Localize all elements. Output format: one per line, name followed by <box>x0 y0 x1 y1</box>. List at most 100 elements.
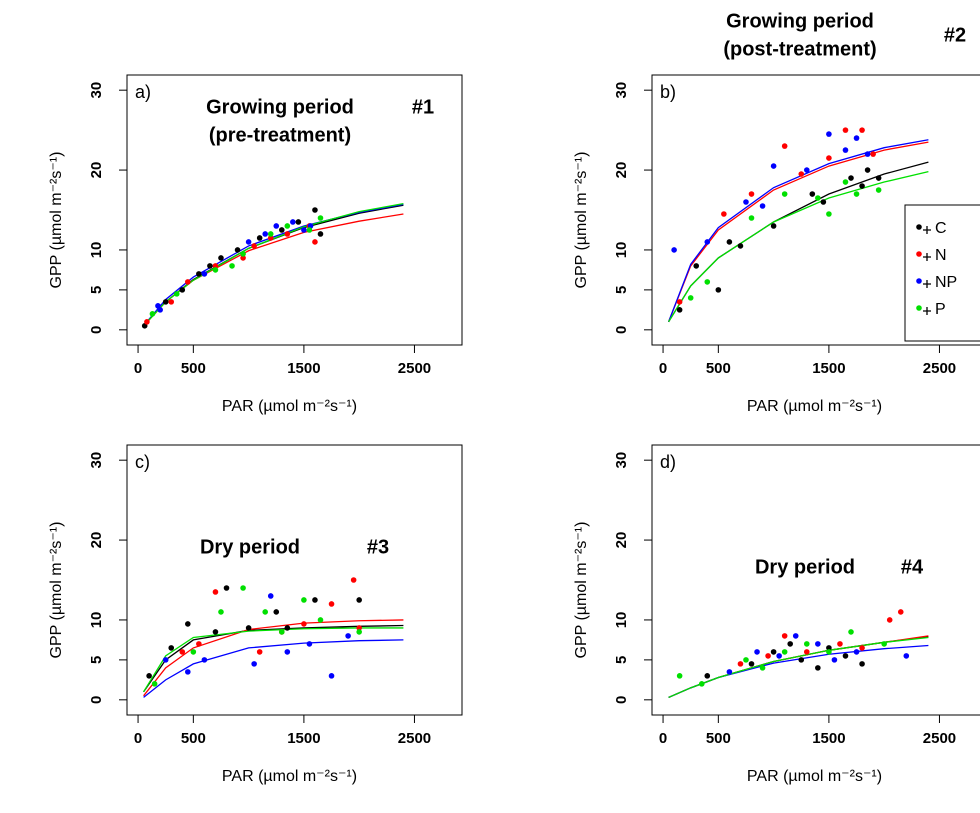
x-tick-label: 0 <box>659 730 667 747</box>
point <box>185 279 191 285</box>
x-tick-label: 500 <box>706 360 731 377</box>
x-tick-label: 0 <box>659 360 667 377</box>
point <box>295 219 302 225</box>
x-axis-label: PAR (µmol m⁻²s⁻¹) <box>747 768 882 785</box>
y-tick-label: 20 <box>88 532 105 549</box>
legend-cross <box>923 307 931 315</box>
point <box>179 287 186 293</box>
point <box>676 299 683 305</box>
point <box>859 645 865 651</box>
point <box>881 641 887 647</box>
panel-annotation: #3 <box>367 536 389 558</box>
point <box>704 279 711 285</box>
y-axis-label: GPP (µmol m⁻²s⁻¹) <box>48 522 65 659</box>
panel-annotation: #2 <box>944 24 966 46</box>
y-tick-label: 0 <box>613 696 630 704</box>
point <box>185 621 191 627</box>
point <box>290 219 296 225</box>
point <box>826 155 832 161</box>
panel-title: (post-treatment) <box>723 38 876 60</box>
y-tick-label: 0 <box>613 326 630 334</box>
point <box>284 649 291 655</box>
point <box>312 207 318 213</box>
point <box>251 243 257 249</box>
point <box>886 617 893 623</box>
point <box>223 585 230 591</box>
point <box>306 641 313 647</box>
point <box>848 175 854 181</box>
panel-label: a) <box>135 82 151 102</box>
panel-title: Dry period <box>755 556 855 578</box>
point <box>207 263 213 269</box>
point <box>726 669 733 675</box>
point <box>770 163 777 169</box>
x-tick-label: 1500 <box>812 730 845 747</box>
y-axis-label: GPP (µmol m⁻²s⁻¹) <box>573 152 590 289</box>
fit-curve <box>143 203 404 327</box>
point <box>826 649 832 655</box>
x-tick-label: 2500 <box>398 360 431 377</box>
point <box>815 195 821 201</box>
point <box>168 645 175 651</box>
plot-frame <box>126 74 463 346</box>
point <box>803 167 810 173</box>
legend-cross <box>923 253 931 261</box>
point <box>765 653 771 659</box>
point <box>781 143 788 149</box>
point <box>162 299 169 305</box>
point <box>284 223 291 229</box>
point <box>815 665 821 671</box>
point <box>671 247 677 253</box>
point <box>212 589 219 595</box>
y-tick-label: 10 <box>88 242 105 259</box>
point <box>345 633 351 639</box>
point <box>312 597 318 603</box>
point <box>859 661 865 667</box>
plot-frame <box>651 444 980 716</box>
fit-curve <box>143 213 404 327</box>
point <box>853 191 860 197</box>
point <box>240 251 246 257</box>
fit-curve <box>143 619 404 697</box>
panel-label: b) <box>660 82 676 102</box>
fit-curve <box>668 171 929 323</box>
point <box>803 649 810 655</box>
y-tick-label: 10 <box>88 612 105 629</box>
point <box>693 263 700 269</box>
point <box>146 673 152 679</box>
point <box>144 319 150 325</box>
point <box>151 681 158 687</box>
panel-title: Growing period <box>206 96 354 118</box>
y-tick-label: 10 <box>613 612 630 629</box>
point <box>201 657 208 663</box>
point <box>301 621 307 627</box>
legend-marker <box>916 305 922 311</box>
point <box>770 223 777 229</box>
x-tick-label: 2500 <box>923 730 956 747</box>
point <box>875 187 882 193</box>
point <box>743 199 749 205</box>
y-tick-label: 20 <box>613 162 630 179</box>
panel-annotation: #4 <box>901 556 924 578</box>
y-tick-label: 5 <box>88 656 105 664</box>
panel-annotation: #1 <box>412 96 434 118</box>
point <box>278 227 285 233</box>
point <box>848 629 854 635</box>
point <box>212 267 219 273</box>
point <box>743 657 749 663</box>
legend-label: NP <box>935 274 957 291</box>
point <box>240 255 246 261</box>
y-tick-label: 0 <box>88 696 105 704</box>
point <box>179 649 186 655</box>
point <box>356 629 362 635</box>
point <box>842 653 849 659</box>
point <box>212 263 219 269</box>
point <box>803 641 810 647</box>
y-tick-label: 5 <box>88 286 105 294</box>
point <box>229 263 235 269</box>
legend-cross <box>923 226 931 234</box>
y-tick-label: 20 <box>613 532 630 549</box>
point <box>190 649 197 655</box>
point <box>820 199 827 205</box>
legend-label: P <box>935 301 946 318</box>
